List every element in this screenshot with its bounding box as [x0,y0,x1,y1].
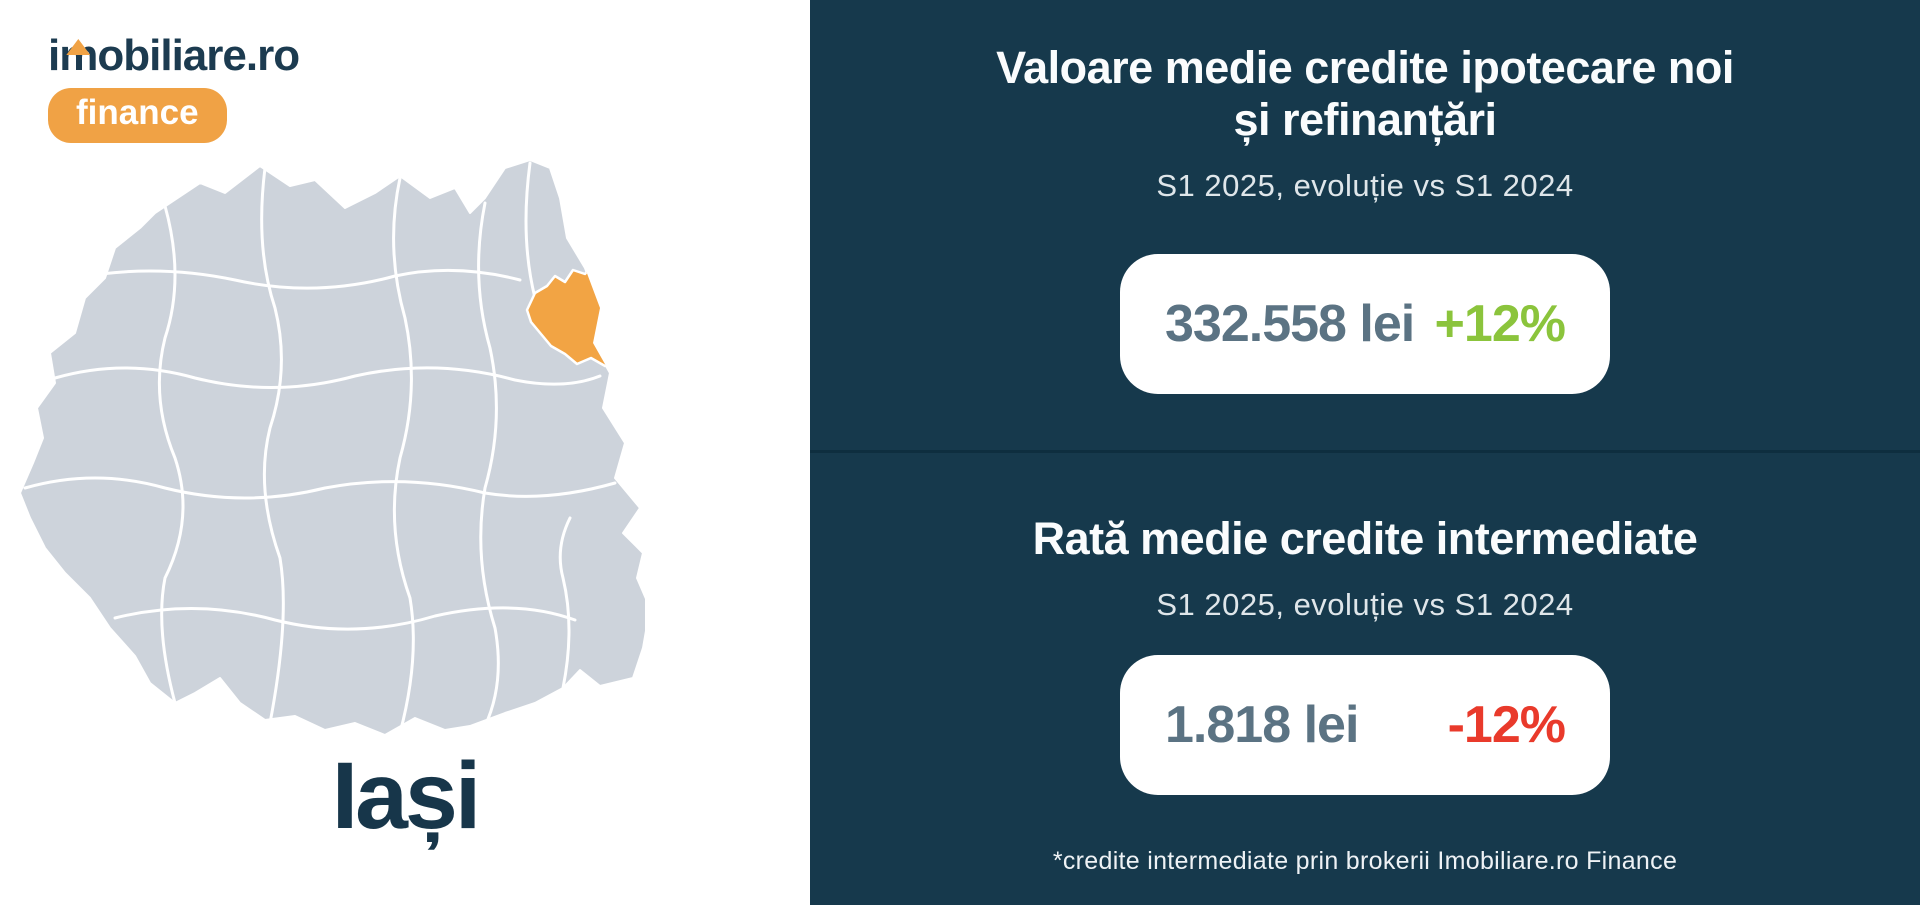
section-title: Valoare medie credite ipotecare noi și r… [810,42,1920,146]
stat-value: 1.818 lei [1165,696,1359,755]
country-outline [19,159,645,736]
finance-badge: finance [48,88,227,144]
logo-house-icon: m [59,31,98,80]
stat-change-badge: -12% [1447,696,1566,755]
left-panel: im obiliare.ro finance [0,0,810,905]
title-line-1: Valoare medie credite ipotecare noi [996,42,1734,93]
county-name-label: Iași [331,743,481,849]
romania-map-svg [19,159,645,736]
stat-change-badge: +12% [1434,295,1566,354]
section-subtitle: S1 2025, evoluție vs S1 2024 [1156,587,1574,623]
stat-card: 332.558 lei +12% [1120,254,1610,395]
logo-prefix: i [48,31,60,80]
stats-panel: Valoare medie credite ipotecare noi și r… [810,0,1920,905]
footnote: *credite intermediate prin brokerii Imob… [1052,847,1678,876]
title-line-1: Rată medie credite intermediate [1032,513,1698,564]
logo-wordmark: im obiliare.ro [48,31,300,80]
stat-card: 1.818 lei -12% [1120,655,1610,796]
section-title: Rată medie credite intermediate [810,513,1920,565]
stat-section-mortgage-value: Valoare medie credite ipotecare noi și r… [810,0,1920,453]
stat-section-average-rate: Rată medie credite intermediate S1 2025,… [810,453,1920,905]
romania-map [15,158,645,743]
section-subtitle: S1 2025, evoluție vs S1 2024 [1156,168,1574,204]
brand-logo: im obiliare.ro finance [48,31,300,144]
stat-value: 332.558 lei [1165,295,1415,354]
logo-suffix: obiliare.ro [97,31,300,80]
county-borders [23,161,617,735]
title-line-2: și refinanțări [1233,94,1497,146]
